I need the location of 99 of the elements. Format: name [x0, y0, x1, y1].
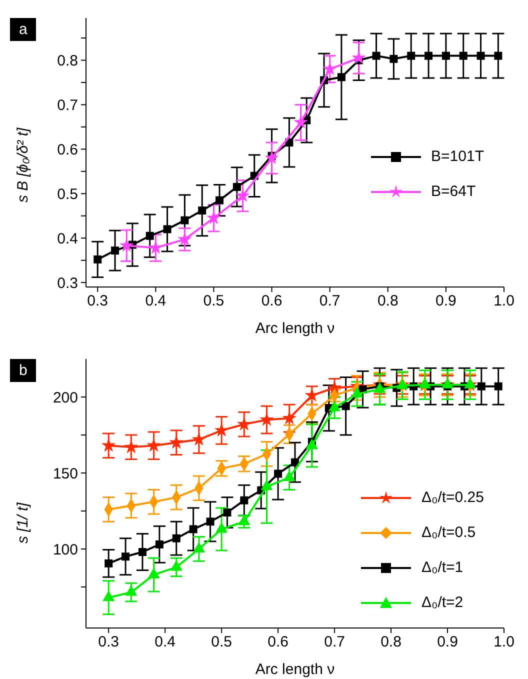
x-axis-title: Arc length ν	[255, 320, 335, 337]
x-tick-label: 0.5	[203, 292, 224, 310]
chart-title: b	[10, 359, 36, 382]
point	[459, 52, 468, 60]
x-tick-label: 0.4	[145, 292, 166, 310]
point	[342, 402, 350, 410]
point	[441, 378, 454, 388]
point	[148, 568, 160, 578]
point	[138, 548, 146, 556]
y-tick-label: 0.7	[57, 97, 78, 114]
point	[198, 206, 206, 215]
point	[215, 522, 228, 533]
x-tick-label: 0.6	[261, 292, 282, 310]
point	[192, 432, 206, 446]
point	[206, 518, 214, 526]
point	[214, 422, 229, 437]
y-tick-label: 0.5	[57, 186, 78, 203]
point	[476, 52, 485, 60]
point	[328, 400, 341, 412]
point	[390, 54, 398, 63]
y-tick-label: 0.8	[57, 52, 78, 70]
y-axis-title: s [1/ t]	[14, 502, 32, 544]
point	[232, 182, 241, 191]
x-tick-label: 0.8	[377, 292, 398, 310]
point	[374, 382, 386, 393]
x-tick-label: 0.6	[268, 634, 288, 651]
point	[494, 382, 502, 390]
x-tick-label: 0.4	[154, 634, 176, 651]
point	[101, 438, 116, 452]
point	[477, 382, 486, 390]
x-tick-label: 0.9	[437, 634, 458, 651]
chart-title: a	[10, 18, 36, 41]
y-tick-label: 150	[52, 465, 78, 482]
point	[283, 470, 296, 482]
point	[238, 514, 250, 526]
legend-label: Δ₀/t=0.5	[421, 524, 476, 541]
x-tick-label: 0.3	[87, 292, 108, 310]
point	[172, 534, 180, 542]
legend-label: Δ₀/t=1	[421, 559, 464, 576]
point	[424, 52, 433, 60]
point	[442, 52, 450, 60]
y-tick-label: 100	[52, 541, 78, 558]
x-axis-title: Arc length ν	[255, 661, 335, 678]
point	[178, 232, 192, 246]
x-tick-label: 1.0	[494, 292, 514, 310]
point	[189, 525, 198, 534]
legend-label: Δ₀/t=0.25	[421, 489, 484, 506]
legend-label: Δ₀/t=2	[421, 594, 464, 611]
point	[124, 440, 138, 454]
point	[104, 559, 113, 568]
point	[94, 255, 102, 264]
point	[146, 232, 154, 240]
point	[294, 114, 308, 129]
point	[155, 540, 164, 548]
point	[163, 225, 172, 234]
point	[282, 410, 297, 424]
legend-label: B=64T	[431, 183, 476, 200]
point	[407, 52, 416, 60]
point	[337, 73, 346, 82]
point	[111, 246, 120, 255]
y-axis-title: s B [ϕ₀/δ² t]	[14, 126, 32, 202]
point	[169, 435, 184, 449]
y-tick-label: 0.6	[57, 141, 78, 158]
point	[274, 470, 282, 478]
point	[192, 542, 206, 552]
x-tick-label: 0.9	[436, 292, 456, 310]
point	[146, 438, 161, 452]
x-tick-label: 0.3	[98, 634, 120, 651]
x-tick-label: 0.8	[380, 634, 402, 651]
point	[494, 52, 502, 60]
point	[180, 216, 189, 224]
y-tick-label: 0.4	[57, 230, 78, 248]
legend-label: B=101T	[431, 148, 484, 165]
point	[352, 50, 366, 64]
point	[306, 438, 318, 450]
y-tick-label: 200	[52, 389, 78, 406]
point	[102, 590, 115, 602]
point	[125, 585, 138, 596]
x-tick-label: 0.7	[324, 634, 345, 651]
point	[170, 560, 182, 571]
x-tick-label: 0.5	[211, 634, 232, 651]
point	[418, 378, 431, 388]
point	[216, 196, 224, 204]
x-tick-label: 0.7	[319, 292, 340, 310]
point	[119, 238, 134, 252]
point	[236, 416, 252, 430]
point	[122, 552, 130, 561]
point	[372, 52, 380, 60]
point	[260, 480, 273, 490]
point	[464, 378, 476, 388]
point	[240, 496, 248, 504]
point	[223, 508, 232, 516]
point	[322, 62, 338, 76]
point	[264, 150, 279, 164]
point	[206, 210, 221, 224]
point	[351, 386, 364, 398]
point	[304, 388, 320, 402]
x-tick-label: 1.0	[494, 634, 514, 651]
y-tick-label: 0.3	[57, 274, 78, 292]
